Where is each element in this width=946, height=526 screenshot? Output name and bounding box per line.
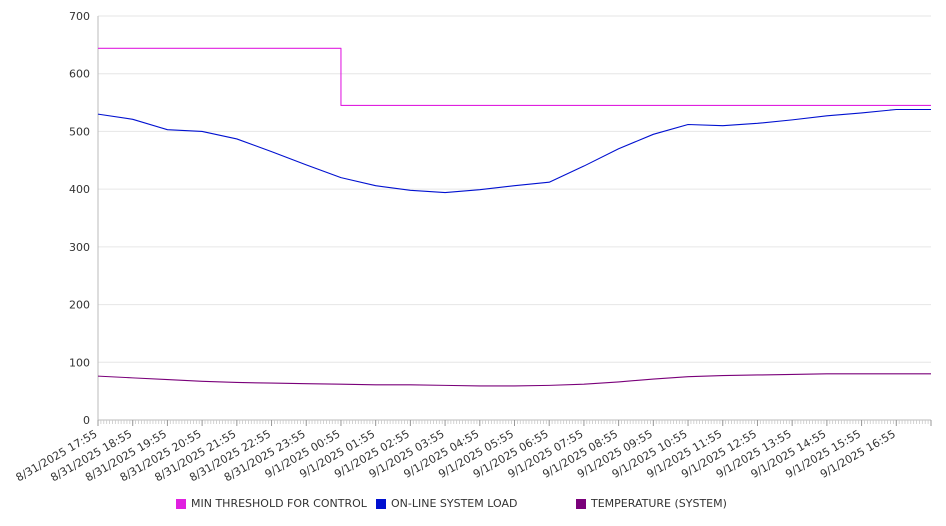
y-tick-label: 400 [69, 183, 90, 196]
legend-label: MIN THRESHOLD FOR CONTROL [191, 497, 367, 510]
y-tick-label: 200 [69, 299, 90, 312]
y-tick-label: 0 [83, 414, 90, 427]
legend-label: TEMPERATURE (SYSTEM) [591, 497, 727, 510]
series-line [97, 373, 931, 387]
gridlines [98, 15, 931, 421]
y-axis-ticks: 0 100 200 300 400 500 600 700 [69, 10, 90, 427]
y-tick-label: 500 [69, 125, 90, 138]
legend-item-system-load: ON-LINE SYSTEM LOAD [376, 497, 517, 510]
series-line [98, 47, 931, 107]
legend-swatch [376, 498, 386, 509]
series-lines [97, 47, 931, 387]
legend: MIN THRESHOLD FOR CONTROL ON-LINE SYSTEM… [0, 497, 946, 515]
y-tick-label: 300 [69, 241, 90, 254]
legend-swatch [176, 498, 186, 509]
y-tick-label: 600 [69, 68, 90, 81]
axes [97, 16, 932, 426]
y-tick-label: 700 [69, 10, 90, 23]
x-axis-ticks: 8/31/2025 17:558/31/2025 18:558/31/2025 … [14, 427, 898, 484]
legend-label: ON-LINE SYSTEM LOAD [391, 497, 518, 510]
legend-swatch [576, 498, 586, 509]
series-line [97, 108, 931, 194]
legend-item-temperature: TEMPERATURE (SYSTEM) [576, 497, 727, 510]
legend-item-min-threshold: MIN THRESHOLD FOR CONTROL [176, 497, 367, 510]
y-tick-label: 100 [69, 356, 90, 369]
